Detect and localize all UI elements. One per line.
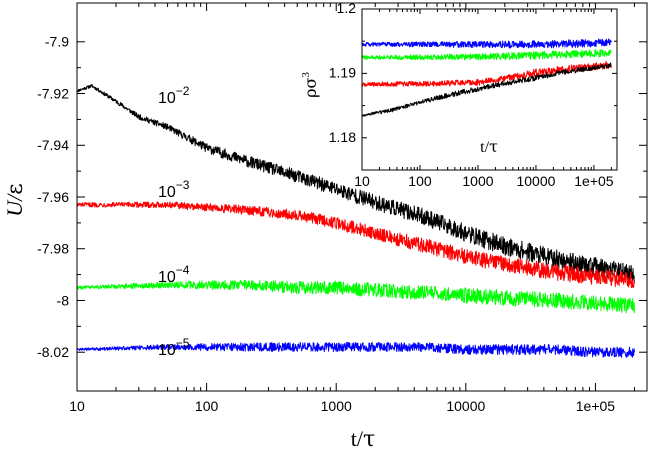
inset-y-axis-title-sup: 3: [300, 72, 312, 78]
x-axis-title: t/τ: [351, 426, 375, 452]
y-axis-title: U/ε: [2, 183, 28, 216]
inset-y-tick-label: 1.18: [329, 129, 356, 145]
main-y-tick-label: -8.02: [37, 344, 69, 360]
inset-x-axis-title-greek: τ: [489, 137, 498, 156]
inset-series-10e-3: [361, 60, 612, 87]
inset-y-axis-title: ρσ3: [300, 72, 320, 98]
series-label-1e-3-exp: −3: [176, 178, 190, 192]
inset-x-tick-label: 100: [408, 173, 432, 189]
main-x-tick-label: 1e+05: [576, 398, 616, 414]
main-x-tick-label: 10000: [446, 398, 485, 414]
y-axis-title-greek: ε: [3, 183, 28, 194]
inset-series-group: [361, 38, 612, 117]
main-y-tick-label: -7.98: [37, 241, 69, 257]
inset-x-tick-label: 1e+05: [574, 173, 614, 189]
series-label-1e-4: 10−4: [158, 263, 190, 286]
main-x-tick-label: 10: [69, 398, 85, 414]
x-axis-title-greek: τ: [363, 427, 375, 452]
inset-plot-frame: [361, 8, 618, 171]
series-label-1e-3-base: 10: [158, 184, 176, 201]
main-axes: 10 100 1000 10000 1e+05 -7.9 -7.92 -7.94 -7.96 -7…: [37, 3, 647, 414]
inset-series-10e-5: [361, 38, 612, 49]
inset-x-tick-label: 10000: [516, 173, 555, 189]
inset-x-axis-title: t/τ: [480, 137, 498, 156]
x-axis-title-main: t/: [351, 426, 364, 451]
series-label-1e-5: 10−5: [158, 336, 190, 359]
inset-x-tick-label: 1000: [462, 173, 493, 189]
series-label-1e-2-base: 10: [158, 90, 176, 107]
main-x-tick-label: 1000: [321, 398, 352, 414]
inset-series-10e-2: [361, 62, 612, 117]
series-label-1e-4-base: 10: [158, 269, 176, 286]
main-y-tick-label: -7.9: [45, 34, 69, 50]
inset-series-10e-4: [361, 49, 612, 61]
main-series-10e-3: [76, 201, 635, 289]
main-series-group: [76, 84, 635, 358]
inset-x-tick-label: 10: [354, 173, 370, 189]
main-y-tick-label: -7.96: [37, 189, 69, 205]
inset-y-tick-label: 1.19: [329, 65, 356, 81]
series-label-1e-5-base: 10: [158, 342, 176, 359]
main-y-tick-label: -8: [57, 292, 70, 308]
inset-axes: 10 100 1000 10000 1e+05 1.18 1.19 1.2: [329, 0, 617, 189]
main-plot: 10 100 1000 10000 1e+05 -7.9 -7.92 -7.94 -7.96 -7…: [2, 2, 648, 452]
main-x-tick-label: 100: [195, 398, 219, 414]
main-y-tick-label: -7.92: [37, 85, 69, 101]
series-label-1e-3: 10−3: [158, 178, 190, 201]
main-series-10e-4: [76, 279, 635, 314]
series-label-1e-4-exp: −4: [176, 263, 190, 277]
series-label-1e-2: 10−2: [158, 84, 190, 107]
main-series-10e-2: [76, 84, 635, 284]
series-label-1e-5-exp: −5: [176, 336, 190, 350]
main-y-tick-label: -7.94: [37, 137, 69, 153]
inset-y-axis-title-main: ρσ: [301, 78, 320, 98]
inset-x-axis-title-main: t/: [480, 139, 489, 156]
inset-plot: 10 100 1000 10000 1e+05 1.18 1.19 1.2 t/τ ρσ3: [300, 0, 618, 189]
main-series-10e-5: [76, 341, 635, 358]
inset-y-tick-label: 1.2: [337, 0, 357, 16]
y-axis-title-main: U/: [2, 193, 27, 217]
inset-plot-background: [362, 9, 617, 170]
series-label-1e-2-exp: −2: [176, 84, 190, 98]
